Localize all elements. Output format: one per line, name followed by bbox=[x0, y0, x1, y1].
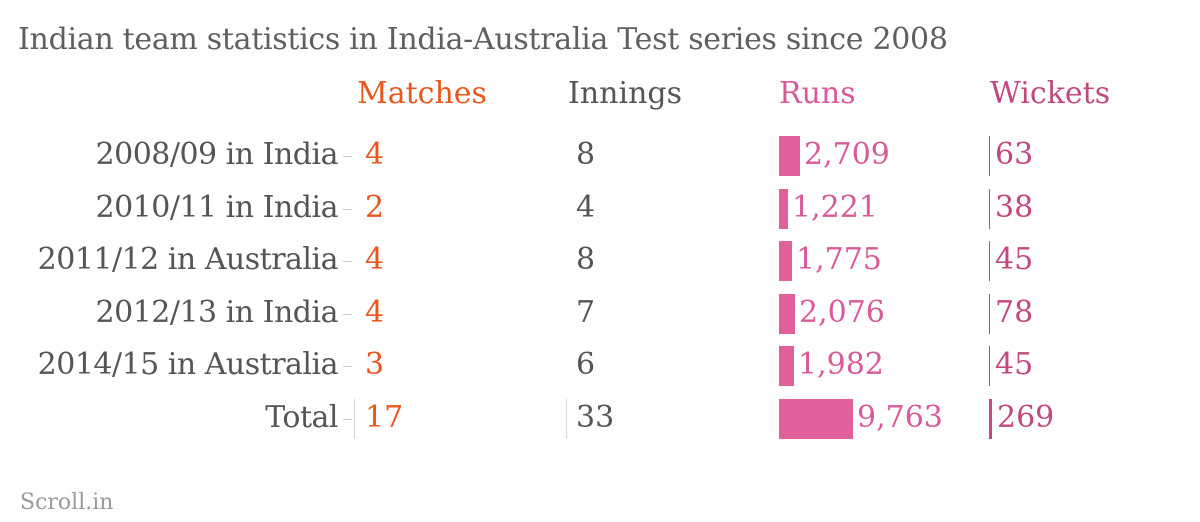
wickets-bar bbox=[989, 293, 990, 334]
runs-value: 1,221 bbox=[792, 189, 878, 225]
column-header-innings: Innings bbox=[568, 76, 683, 111]
column-header-matches: Matches bbox=[357, 76, 487, 111]
wickets-value: 63 bbox=[995, 137, 1034, 172]
row-tick bbox=[343, 208, 352, 210]
innings-total-divider bbox=[566, 398, 567, 439]
row-tick bbox=[343, 366, 352, 367]
chart-title: Indian team statistics in India-Australi… bbox=[18, 22, 948, 57]
wickets-value: 45 bbox=[995, 242, 1034, 277]
innings-value: 8 bbox=[576, 242, 596, 277]
column-header-runs: Runs bbox=[779, 76, 856, 111]
matches-value: 4 bbox=[365, 137, 385, 172]
column-header-wickets: Wickets bbox=[990, 76, 1111, 111]
row-label: 2011/12 in Australia bbox=[37, 242, 339, 277]
runs-value: 1,775 bbox=[796, 242, 882, 277]
matches-value: 4 bbox=[365, 242, 385, 277]
innings-value: 4 bbox=[576, 189, 596, 225]
runs-bar bbox=[779, 136, 800, 176]
wickets-bar bbox=[989, 241, 990, 281]
runs-bar bbox=[779, 188, 788, 229]
runs-value: 9,763 bbox=[857, 399, 943, 435]
wickets-bar bbox=[989, 136, 990, 176]
innings-value: 6 bbox=[576, 347, 596, 382]
row-label: 2014/15 in Australia bbox=[37, 347, 339, 382]
runs-value: 2,709 bbox=[804, 137, 890, 172]
innings-value: 8 bbox=[576, 137, 596, 172]
innings-value: 7 bbox=[576, 294, 596, 330]
wickets-value: 78 bbox=[995, 294, 1034, 330]
row-tick bbox=[343, 156, 352, 157]
row-label: Total bbox=[265, 399, 338, 435]
matches-value: 4 bbox=[365, 294, 385, 330]
matches-value: 3 bbox=[365, 347, 385, 382]
innings-value: 33 bbox=[576, 399, 615, 435]
row-tick bbox=[343, 261, 352, 262]
runs-bar bbox=[779, 346, 794, 386]
wickets-bar bbox=[989, 188, 990, 229]
wickets-bar bbox=[989, 398, 992, 439]
matches-total-divider bbox=[354, 398, 355, 439]
row-label: 2010/11 in India bbox=[95, 189, 339, 225]
runs-bar bbox=[779, 241, 792, 281]
wickets-bar bbox=[989, 346, 990, 386]
wickets-value: 45 bbox=[995, 347, 1034, 382]
wickets-value: 38 bbox=[995, 189, 1034, 225]
row-tick bbox=[343, 313, 352, 315]
runs-bar bbox=[779, 293, 795, 334]
matches-value: 17 bbox=[365, 399, 404, 435]
runs-value: 1,982 bbox=[798, 347, 884, 382]
row-tick bbox=[343, 418, 352, 420]
wickets-value: 269 bbox=[997, 399, 1055, 435]
source-credit: Scroll.in bbox=[20, 490, 114, 515]
runs-value: 2,076 bbox=[799, 294, 885, 330]
runs-bar bbox=[779, 398, 853, 439]
row-label: 2008/09 in India bbox=[95, 137, 339, 172]
row-label: 2012/13 in India bbox=[95, 294, 339, 330]
matches-value: 2 bbox=[365, 189, 385, 225]
